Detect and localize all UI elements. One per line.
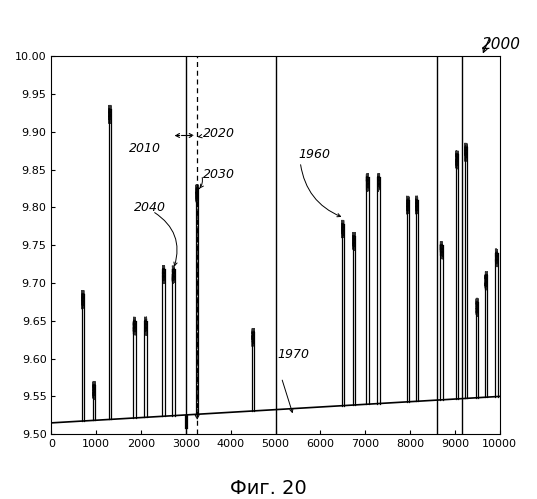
Text: Фиг. 20: Фиг. 20 xyxy=(230,479,307,498)
Bar xyxy=(485,275,488,397)
Bar xyxy=(108,109,111,420)
Text: 1970: 1970 xyxy=(278,348,310,361)
Text: 2020: 2020 xyxy=(202,127,235,140)
Bar xyxy=(440,245,442,400)
Text: 1960: 1960 xyxy=(298,148,330,161)
Bar xyxy=(407,200,409,402)
Bar xyxy=(252,332,255,411)
Bar xyxy=(82,294,84,421)
Bar xyxy=(342,224,344,406)
Bar xyxy=(456,154,458,399)
Bar xyxy=(93,385,95,420)
Bar xyxy=(353,236,355,405)
Bar xyxy=(162,269,165,416)
Bar xyxy=(465,147,467,398)
Bar xyxy=(416,200,418,401)
Bar xyxy=(144,321,147,417)
Bar xyxy=(366,177,369,404)
Bar xyxy=(378,177,380,404)
Bar xyxy=(495,252,498,397)
Text: 2030: 2030 xyxy=(202,168,235,181)
Bar xyxy=(196,189,198,414)
Text: 2010: 2010 xyxy=(129,142,161,155)
Bar xyxy=(476,302,478,398)
Text: 2040: 2040 xyxy=(134,201,166,214)
Bar xyxy=(133,321,136,418)
Text: 2000: 2000 xyxy=(482,37,521,52)
Bar xyxy=(172,269,175,416)
Bar xyxy=(185,415,187,428)
